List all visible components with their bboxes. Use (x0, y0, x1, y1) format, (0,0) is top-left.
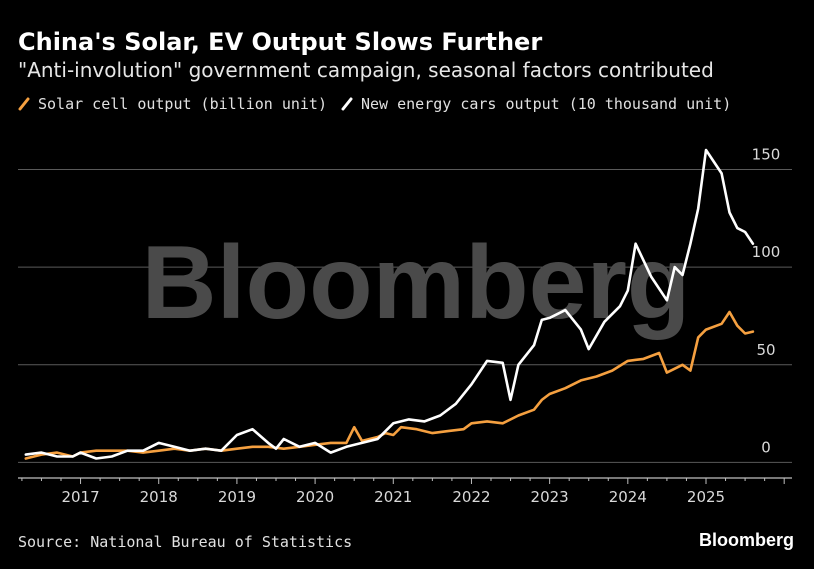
x-tick-label-2020: 2020 (296, 488, 334, 506)
y-tick-label-50: 50 (756, 341, 775, 359)
legend-swatch-ev-stroke (341, 97, 353, 111)
x-tick-label-2019: 2019 (218, 488, 256, 506)
legend-swatch-solar-stroke (18, 97, 30, 111)
y-tick-label-100: 100 (752, 243, 781, 261)
series-line-solar (24, 310, 755, 460)
legend-swatch-ev-icon (341, 97, 353, 111)
watermark-logo: Bloomberg (142, 225, 691, 341)
legend-swatch-solar-icon (18, 97, 30, 111)
x-axis: 2017 2018 2019 2020 2021 2022 2023 2024 2025 (18, 477, 792, 506)
x-tick-label-2024: 2024 (609, 488, 647, 506)
chart-subtitle: "Anti-involution" government campaign, s… (18, 58, 714, 82)
source-note: Source: National Bureau of Statistics (18, 533, 353, 551)
x-tick-label-2018: 2018 (140, 488, 178, 506)
series-line-ev (24, 148, 755, 460)
legend: Solar cell output (billion unit) New ene… (18, 95, 731, 113)
legend-label-ev: New energy cars output (10 thousand unit… (360, 95, 732, 113)
y-tick-label-0: 0 (761, 438, 771, 456)
y-tick-label-150: 150 (752, 146, 781, 164)
x-tick-label-2017: 2017 (61, 488, 99, 506)
x-tick-label-2021: 2021 (374, 488, 412, 506)
y-axis: 0 50 100 150 (752, 146, 781, 457)
legend-item-ev: New energy cars output (10 thousand unit… (341, 95, 731, 113)
x-tick-label-2023: 2023 (531, 488, 569, 506)
legend-item-solar: Solar cell output (billion unit) (18, 95, 327, 113)
x-tick-label-2022: 2022 (452, 488, 490, 506)
legend-label-solar: Solar cell output (billion unit) (38, 95, 327, 113)
series-lines (24, 148, 755, 460)
x-tick-label-2025: 2025 (687, 488, 725, 506)
brand-logo: Bloomberg (698, 530, 794, 550)
chart-title: China's Solar, EV Output Slows Further (18, 28, 543, 56)
